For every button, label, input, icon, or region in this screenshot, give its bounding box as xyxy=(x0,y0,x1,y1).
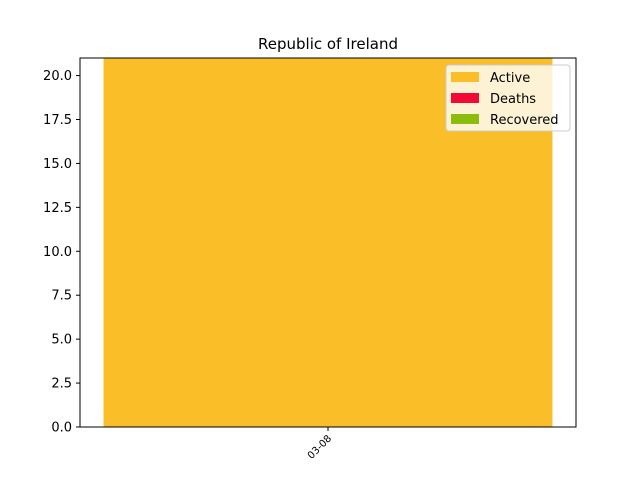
y-tick-label: 12.5 xyxy=(43,201,72,216)
legend-swatch-deaths xyxy=(451,93,479,103)
y-tick-label: 5.0 xyxy=(51,333,72,348)
x-tick-label: 03-08 xyxy=(306,433,334,461)
y-tick-label: 0.0 xyxy=(51,421,72,436)
legend-swatch-active xyxy=(451,72,479,82)
y-tick-label: 15.0 xyxy=(43,157,72,172)
legend: Active Deaths Recovered xyxy=(445,64,571,132)
y-tick-label: 7.5 xyxy=(51,289,72,304)
legend-label-recovered: Recovered xyxy=(490,113,559,128)
y-tick-label: 10.0 xyxy=(43,245,72,260)
legend-label-deaths: Deaths xyxy=(490,92,536,107)
y-tick-label: 20.0 xyxy=(43,69,72,84)
legend-swatch-recovered xyxy=(451,114,479,124)
y-tick-label: 17.5 xyxy=(43,113,72,128)
chart-title: Republic of Ireland xyxy=(258,35,398,53)
legend-label-active: Active xyxy=(490,71,530,86)
y-tick-label: 2.5 xyxy=(51,377,72,392)
